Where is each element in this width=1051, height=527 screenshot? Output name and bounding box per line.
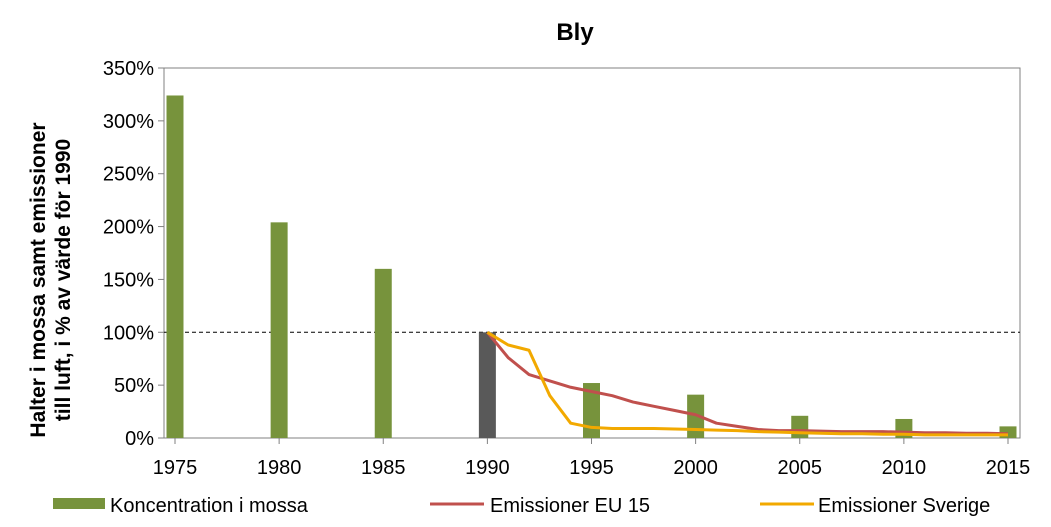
bar-1995 — [583, 383, 600, 438]
bar-2015 — [999, 426, 1017, 438]
x-tick-label: 1995 — [569, 457, 614, 479]
y-axis-label-line-1: Halter i mossa samt emissioner — [27, 122, 50, 437]
y-tick-label: 250% — [103, 164, 154, 186]
x-tick-label: 1990 — [465, 457, 510, 479]
bars-group — [166, 95, 1017, 438]
legend-label-series-0: Emissioner EU 15 — [490, 495, 650, 517]
y-axis-ticks: 0% 50% 100% 150% 200% 250% 300% 350% — [103, 58, 164, 450]
legend-label-series-1: Emissioner Sverige — [818, 495, 990, 517]
y-tick-label: 150% — [103, 269, 154, 291]
bar-1980 — [270, 222, 288, 438]
series-line-0 — [486, 331, 1009, 436]
chart-title: Bly — [556, 19, 594, 46]
series-line-1 — [486, 331, 1008, 437]
legend-label-bars: Koncentration i mossa — [110, 495, 309, 517]
x-tick-label: 1975 — [153, 457, 198, 479]
bar-2005 — [791, 415, 809, 438]
legend-swatch-bars — [53, 498, 105, 509]
bar-1990 — [478, 332, 496, 438]
y-tick-label: 350% — [103, 58, 154, 80]
y-tick-label: 0% — [125, 428, 154, 450]
y-tick-label: 50% — [114, 375, 154, 397]
x-tick-label: 2000 — [673, 457, 718, 479]
lines-group — [486, 331, 1009, 437]
x-tick-label: 1985 — [361, 457, 406, 479]
y-axis-label-line-2: till luft, i % av värde för 1990 — [52, 139, 75, 421]
y-tick-label: 300% — [103, 111, 154, 133]
legend: Koncentration i mossa Emissioner EU 15 Emi… — [53, 495, 990, 517]
x-axis-ticks: 1975 1980 1985 1990 1995 2000 2005 2010 2015 — [153, 438, 1031, 479]
y-tick-label: 200% — [103, 217, 154, 239]
x-tick-label: 2005 — [778, 457, 823, 479]
y-tick-label: 100% — [103, 322, 154, 344]
x-tick-label: 2010 — [882, 457, 927, 479]
bar-1985 — [374, 268, 392, 438]
x-tick-label: 2015 — [986, 457, 1031, 479]
y-axis-label: Halter i mossa samt emissioner till luft… — [27, 122, 75, 437]
bar-1975 — [166, 95, 184, 438]
x-tick-label: 1980 — [257, 457, 302, 479]
plot-area — [163, 67, 1021, 439]
